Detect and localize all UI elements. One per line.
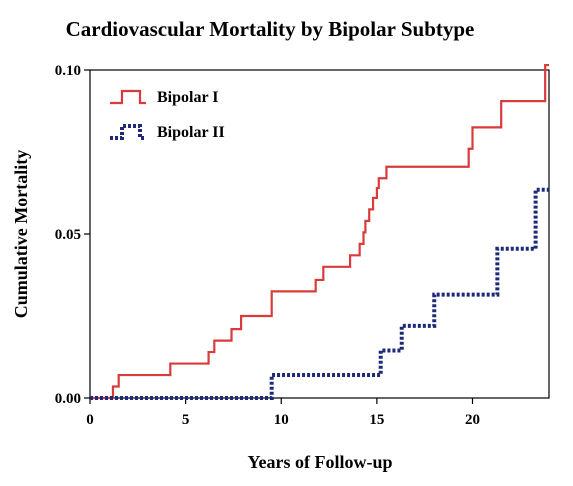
legend-swatch-1 [110, 89, 146, 105]
x-axis: 0 5 10 15 20 [86, 398, 480, 428]
x-axis-label: Years of Follow-up [248, 452, 393, 472]
x-tick-label: 5 [182, 412, 190, 428]
y-axis: 0.00 0.05 0.10 [55, 63, 90, 407]
legend-label-1: Bipolar I [157, 89, 219, 106]
y-axis-label: Cumulative Mortality [11, 150, 31, 318]
legend-label-2: Bipolar II [157, 124, 225, 141]
plot-frame [89, 69, 550, 399]
x-tick-label: 20 [465, 412, 480, 428]
legend-swatch-2 [110, 124, 146, 140]
legend: Bipolar I Bipolar II [110, 89, 225, 141]
x-tick-label: 0 [86, 412, 94, 428]
series-layer [90, 63, 549, 400]
y-tick-label: 0.10 [55, 63, 81, 79]
series-line-2 [90, 187, 549, 400]
y-tick-label: 0.00 [55, 391, 81, 407]
y-tick-label: 0.05 [55, 227, 81, 243]
series-line-1 [90, 63, 549, 400]
chart-title: Cardiovascular Mortality by Bipolar Subt… [66, 17, 475, 41]
x-tick-label: 10 [274, 412, 289, 428]
x-tick-label: 15 [369, 412, 384, 428]
